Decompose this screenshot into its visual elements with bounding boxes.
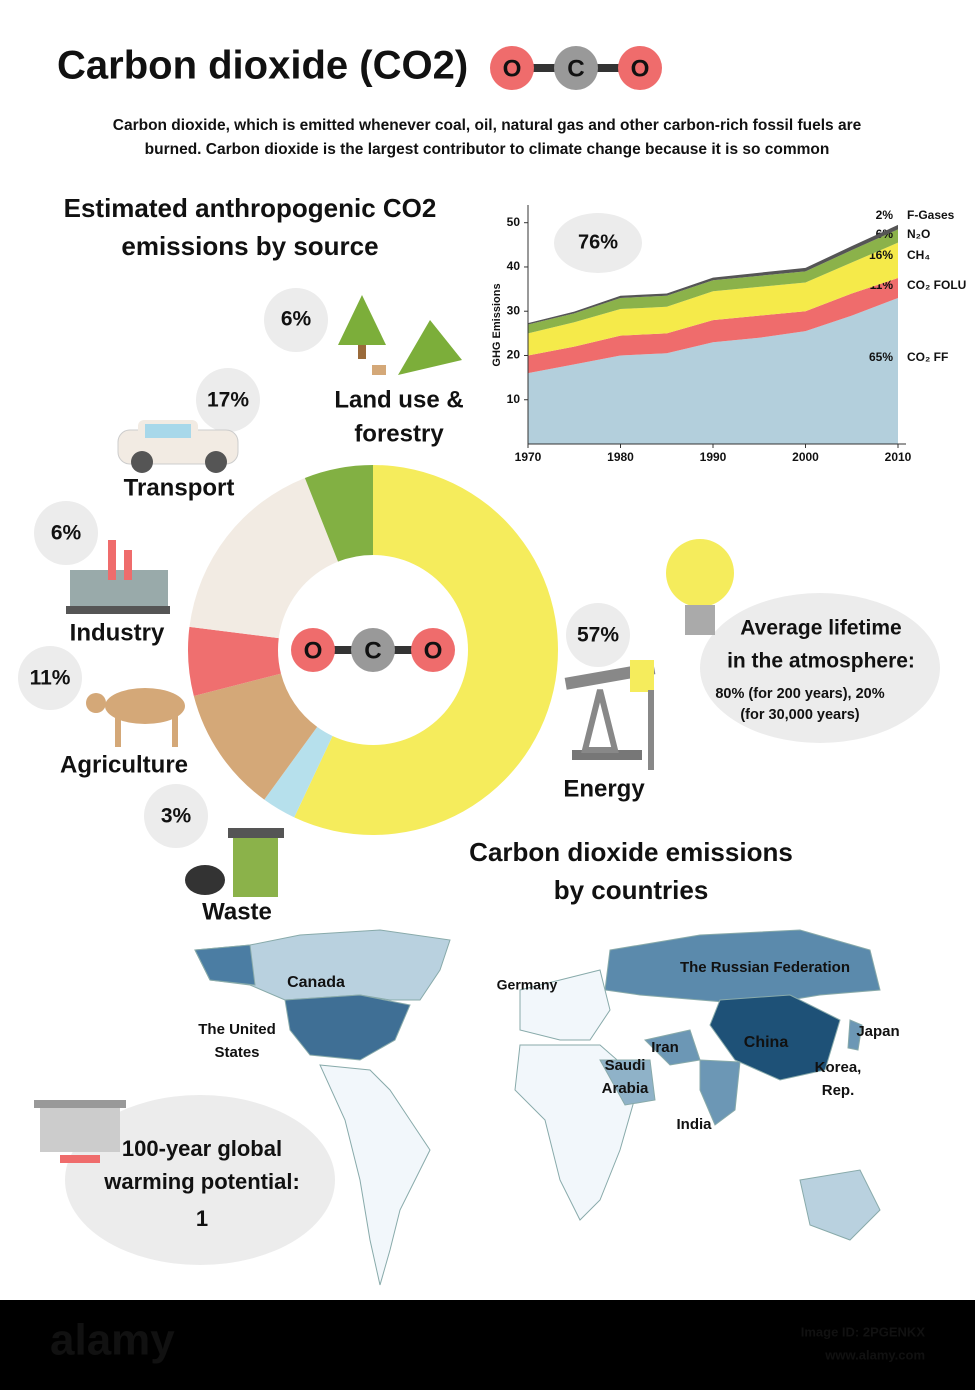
donut-segment [264,726,333,818]
lifetime-text: (for 30,000 years) [740,707,859,723]
country-label: India [676,1116,712,1133]
atom-label: O [304,637,323,664]
footer-bar [0,1300,975,1390]
atom [291,628,335,672]
gwp-title: 100-year global [122,1136,282,1161]
chart-title: Estimated anthropogenic CO2 [64,193,437,223]
lifetime-title: Average lifetime [740,617,901,640]
annotation: 76% [578,231,618,253]
category-label: forestry [354,420,444,447]
y-tick-label: 50 [507,215,521,229]
x-tick-label: 1970 [515,450,542,464]
gwp-value: 1 [196,1206,208,1231]
atom [411,628,455,672]
country-label: Germany [497,977,558,993]
atom [351,628,395,672]
x-tick-label: 1990 [700,450,727,464]
atom-label: C [364,637,381,664]
area [528,278,898,374]
country-label: China [744,1034,789,1051]
country-label: Saudi [605,1057,646,1074]
value-label: 6% [281,308,312,331]
category-label: Agriculture [60,751,188,778]
icons [34,295,734,1163]
country-label: Canada [287,974,345,991]
category-label: Land use & [334,386,463,413]
image-id: Image ID: 2PGENKX [801,1324,926,1339]
y-tick-label: 20 [507,348,521,362]
category-label: Waste [202,898,272,925]
gwp-title: warming potential: [103,1169,300,1194]
value-label: 11% [30,667,71,690]
value-label: 6% [51,522,82,545]
category-label: Industry [70,619,165,646]
legend-label: N₂O [907,227,930,241]
legend-label: F-Gases [907,208,955,222]
lifetime-title: in the atmosphere: [727,650,915,673]
brand: alamy [50,1316,175,1365]
chart-title: emissions by source [121,231,378,261]
subtitle: burned. Carbon dioxide is the largest co… [145,141,830,158]
atom-label: C [567,55,584,82]
legend-label: CH₄ [907,248,930,262]
donut-segment [294,465,558,835]
donut-segment [304,465,373,562]
category-label: Transport [124,474,235,501]
title: Carbon dioxide (CO2) [57,44,468,88]
atom [490,46,534,90]
map-title: by countries [554,875,709,905]
value-label: 57% [577,624,619,647]
country-label: Japan [856,1023,899,1040]
country-label: Korea, [815,1059,862,1076]
area [528,229,898,334]
y-tick-label: 40 [507,259,521,273]
decor [18,213,940,1265]
country-label: The Russian Federation [680,959,850,976]
y-tick-label: 10 [507,392,521,406]
country-label: Arabia [602,1080,649,1097]
series-share: 65% [869,350,893,364]
legend-label: CO₂ FOLU [907,278,966,292]
world-map [194,929,881,1286]
country-label: Iran [651,1039,679,1056]
area [528,297,898,444]
atom-label: O [503,55,522,82]
atom-label: O [424,637,443,664]
value-label: 3% [161,805,192,828]
y-tick-label: 30 [507,303,521,317]
lifetime-text: 80% (for 200 years), 20% [715,686,884,702]
area [528,224,898,325]
donut-segment [193,673,318,800]
subtitle: Carbon dioxide, which is emitted wheneve… [113,117,862,134]
donut-segment [189,477,339,639]
atom [618,46,662,90]
country-label: States [214,1044,259,1061]
country-label: The United [198,1021,276,1038]
atom [554,46,598,90]
x-tick-label: 2000 [792,450,819,464]
x-tick-label: 1980 [607,450,634,464]
country-label: Rep. [822,1082,855,1099]
map-title: Carbon dioxide emissions [469,837,793,867]
series-share: 2% [876,208,894,222]
x-tick-label: 2010 [885,450,912,464]
atom-label: O [631,55,650,82]
y-axis-label: GHG Emissions [491,283,503,366]
area [528,242,898,356]
value-label: 17% [207,389,249,412]
donut-segment [188,626,281,697]
url: www.alamy.com [824,1347,925,1362]
category-label: Energy [563,775,645,802]
legend-label: CO₂ FF [907,350,948,364]
